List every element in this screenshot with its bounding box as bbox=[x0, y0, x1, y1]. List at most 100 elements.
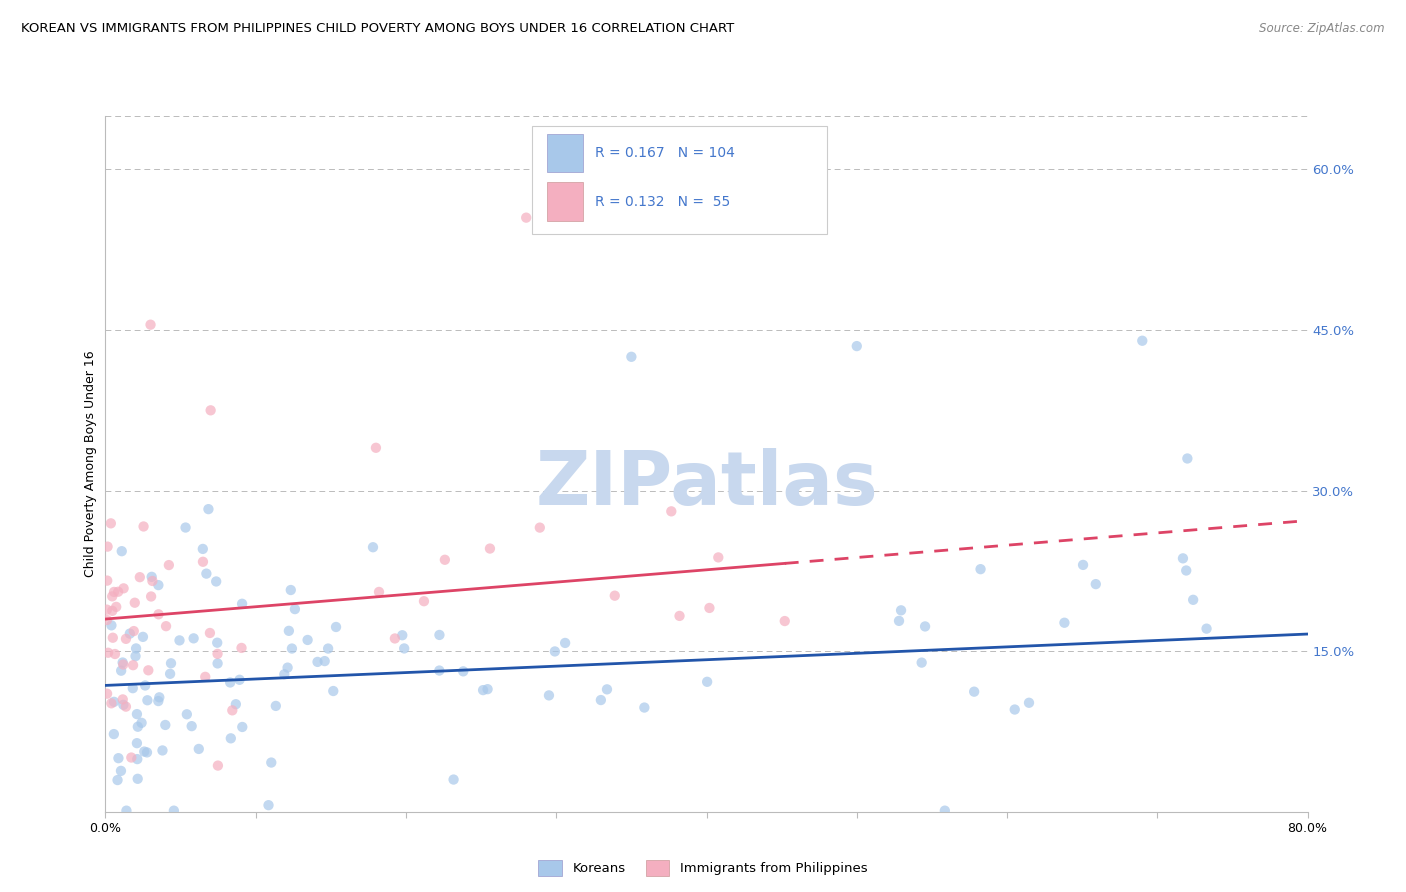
Point bbox=[554, 636, 576, 650]
Point bbox=[277, 660, 299, 674]
Point bbox=[136, 663, 159, 677]
Point bbox=[131, 715, 153, 730]
Point bbox=[890, 603, 912, 617]
Point bbox=[443, 772, 465, 787]
Point bbox=[100, 516, 122, 531]
Point bbox=[478, 541, 501, 556]
Point bbox=[180, 719, 202, 733]
Point bbox=[134, 678, 156, 692]
Point bbox=[963, 684, 986, 698]
Text: R = 0.167   N = 104: R = 0.167 N = 104 bbox=[595, 145, 734, 160]
Point bbox=[194, 670, 217, 684]
Point bbox=[141, 574, 163, 588]
Point bbox=[205, 636, 228, 650]
Point bbox=[707, 550, 730, 565]
Point bbox=[148, 607, 170, 622]
Point bbox=[544, 644, 567, 658]
Point bbox=[264, 698, 287, 713]
Point bbox=[136, 693, 159, 707]
Point bbox=[515, 211, 537, 225]
Point bbox=[125, 641, 148, 656]
Point bbox=[97, 646, 120, 660]
Point bbox=[103, 585, 125, 599]
Point bbox=[620, 350, 643, 364]
Point bbox=[155, 718, 177, 732]
Point bbox=[152, 743, 174, 757]
Point bbox=[1053, 615, 1076, 630]
Point bbox=[225, 697, 247, 711]
Point bbox=[103, 695, 125, 709]
Point bbox=[191, 541, 214, 556]
Point bbox=[969, 562, 991, 576]
Point bbox=[111, 544, 134, 558]
Point bbox=[148, 694, 170, 708]
FancyBboxPatch shape bbox=[547, 134, 582, 172]
Point bbox=[112, 698, 135, 712]
Text: ZIPatlas: ZIPatlas bbox=[536, 448, 877, 521]
Point bbox=[1071, 558, 1094, 572]
Point bbox=[589, 693, 612, 707]
Point bbox=[219, 731, 242, 746]
Point bbox=[231, 640, 253, 655]
Point bbox=[477, 682, 499, 697]
Point bbox=[112, 582, 135, 596]
Point bbox=[384, 632, 406, 646]
Point bbox=[314, 654, 336, 668]
Point bbox=[325, 620, 347, 634]
Point bbox=[845, 339, 868, 353]
Point bbox=[120, 750, 142, 764]
Point bbox=[413, 594, 436, 608]
Point bbox=[529, 520, 551, 534]
Point bbox=[107, 751, 129, 765]
Point bbox=[101, 590, 124, 604]
Point bbox=[121, 681, 143, 696]
Point bbox=[596, 682, 619, 697]
Point bbox=[176, 707, 198, 722]
Point bbox=[914, 619, 936, 633]
Point bbox=[169, 633, 191, 648]
FancyBboxPatch shape bbox=[533, 127, 827, 235]
Point bbox=[1175, 564, 1198, 578]
Point bbox=[132, 519, 155, 533]
Point bbox=[1004, 702, 1026, 716]
Point bbox=[124, 649, 146, 664]
Point bbox=[391, 628, 413, 642]
FancyBboxPatch shape bbox=[547, 182, 582, 220]
Point bbox=[96, 602, 118, 616]
Point bbox=[127, 772, 149, 786]
Point bbox=[174, 520, 197, 534]
Point bbox=[96, 574, 118, 588]
Point bbox=[659, 504, 682, 518]
Point bbox=[273, 667, 295, 681]
Point bbox=[127, 720, 149, 734]
Point bbox=[191, 555, 214, 569]
Point bbox=[427, 664, 450, 678]
Point bbox=[207, 657, 229, 671]
Point bbox=[429, 628, 451, 642]
Point bbox=[163, 804, 186, 818]
Point bbox=[111, 656, 134, 670]
Point bbox=[132, 630, 155, 644]
Point bbox=[1171, 551, 1194, 566]
Point bbox=[221, 703, 243, 717]
Point bbox=[284, 602, 307, 616]
Point bbox=[696, 674, 718, 689]
Point bbox=[118, 626, 141, 640]
Point bbox=[198, 626, 221, 640]
Point bbox=[1195, 622, 1218, 636]
Point bbox=[433, 553, 456, 567]
Point bbox=[139, 590, 162, 604]
Point bbox=[107, 584, 129, 599]
Point bbox=[773, 614, 796, 628]
Point bbox=[205, 574, 228, 589]
Point bbox=[128, 570, 150, 584]
Point bbox=[155, 619, 177, 633]
Legend: Koreans, Immigrants from Philippines: Koreans, Immigrants from Philippines bbox=[533, 855, 873, 881]
Point bbox=[105, 599, 128, 614]
Point bbox=[111, 692, 134, 706]
Point bbox=[207, 647, 229, 661]
Point bbox=[699, 601, 721, 615]
Point bbox=[183, 632, 205, 646]
Point bbox=[280, 582, 302, 597]
Point bbox=[277, 624, 299, 638]
